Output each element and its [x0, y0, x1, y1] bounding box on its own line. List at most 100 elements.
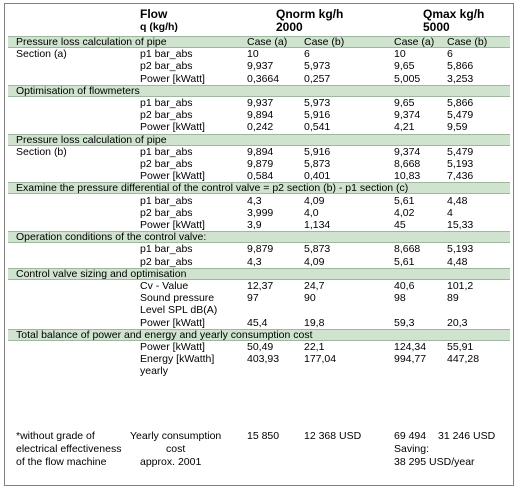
table-cell-value: 5,193	[447, 158, 474, 170]
footnote-line2: electrical effectiveness	[16, 443, 122, 455]
table-cell-value: 8,668	[394, 243, 421, 256]
table-cell-value: 3,999	[247, 206, 274, 219]
table-cell-value: 5,005	[394, 72, 421, 85]
table-cell-value: 5,61	[394, 194, 415, 207]
row-param-label: Power [kWatt]	[140, 341, 205, 353]
table-cell-value: 9,937	[247, 60, 274, 73]
section-title: Control valve sizing and optimisation	[16, 267, 187, 280]
section-band	[8, 133, 510, 146]
table-cell-value: 5,479	[447, 145, 474, 158]
table-cell-value: 1,134	[304, 219, 331, 231]
qnorm-header: Qnorm kg/h	[276, 7, 344, 21]
yearly-cost-label-line3: approx. 2001	[140, 456, 202, 468]
qmax-cost-case-b: 31 246 USD	[438, 430, 496, 442]
row-param-label: p1 bar_abs	[140, 48, 193, 61]
table-cell-value: 0,541	[304, 121, 331, 134]
table-cell-value: 5,866	[447, 97, 474, 109]
section-title: Pressure loss calculation of pipe	[16, 36, 167, 48]
row-param-label: Power [kWatt]	[140, 316, 205, 329]
qmax-cost-case-a: 69 494	[394, 430, 427, 442]
table-cell-value: 5,479	[447, 109, 474, 122]
row-param-label: Energy [kWatth]	[140, 353, 215, 366]
qmax-value: 5000	[423, 20, 450, 34]
table-cell-value: 9,59	[447, 121, 468, 134]
table-cell-value: 9,65	[394, 97, 415, 109]
section-title: Pressure loss calculation of pipe	[16, 133, 167, 146]
row-param-label: p2 bar_abs	[140, 109, 193, 122]
table-cell-value: 10	[394, 48, 406, 61]
table-cell-value: 4,0	[304, 206, 319, 219]
table-cell-value: 5,873	[304, 243, 331, 256]
row-section-label: Section (a)	[16, 48, 67, 61]
table-cell-value: 59,3	[394, 316, 415, 329]
table-cell-value: 124,34	[394, 341, 427, 353]
section-title: Examine the pressure differential of the…	[16, 182, 409, 195]
row-param-label: p1 bar_abs	[140, 145, 193, 158]
table-cell-value: 20,3	[447, 316, 468, 329]
table-cell-value: 4,3	[247, 194, 262, 207]
table-cell-value: 90	[304, 292, 316, 305]
table-cell-value: 15,33	[447, 219, 474, 231]
table-cell-value: 45,4	[247, 316, 268, 329]
table-cell-value: 3,9	[247, 219, 262, 231]
table-cell-value: 4,48	[447, 194, 468, 207]
case-header: Case (b)	[447, 36, 488, 48]
table-cell-value: 5,61	[394, 255, 415, 268]
case-header: Case (a)	[247, 36, 288, 48]
case-header: Case (b)	[304, 36, 345, 48]
yearly-cost-label-line2: cost	[166, 443, 186, 455]
section-band	[8, 231, 510, 244]
table-cell-value: 89	[447, 292, 459, 305]
saving-value: 38 295 USD/year	[394, 456, 475, 468]
row-section-label: Section (b)	[16, 145, 67, 158]
table-cell-value: 9,374	[394, 109, 421, 122]
case-header: Case (a)	[394, 36, 435, 48]
row-param-label: p1 bar_abs	[140, 97, 193, 109]
table-cell-value: 0,584	[247, 170, 274, 183]
row-param-label: Power [kWatt]	[140, 72, 205, 85]
row-param-label: p1 bar_abs	[140, 243, 193, 256]
table-cell-value: 4	[447, 206, 453, 219]
table-cell-value: 9,879	[247, 158, 274, 170]
table-cell-value: 4,3	[247, 255, 262, 268]
section-band	[8, 328, 510, 341]
row-param-label: p2 bar_abs	[140, 206, 193, 219]
section-band	[8, 182, 510, 195]
table-cell-value: 447,28	[447, 353, 480, 366]
table-cell-value: 4,09	[304, 255, 325, 268]
flow-header: Flow	[140, 7, 168, 21]
row-param-label: Power [kWatt]	[140, 121, 205, 134]
table-cell-value: 4,21	[394, 121, 415, 134]
table-cell-value: 4,48	[447, 255, 468, 268]
table-cell-value: 40,6	[394, 280, 415, 292]
row-param-label: Level SPL dB(A)	[140, 304, 218, 317]
qmax-header: Qmax kg/h	[423, 7, 485, 21]
table-cell-value: 0,3664	[247, 72, 280, 85]
row-param-label: p2 bar_abs	[140, 60, 193, 73]
section-band	[8, 84, 510, 97]
row-param-label: Power [kWatt]	[140, 219, 205, 231]
table-cell-value: 5,916	[304, 109, 331, 122]
table-cell-value: 9,894	[247, 109, 274, 122]
table-cell-value: 6	[447, 48, 453, 61]
table-cell-value: 3,253	[447, 72, 474, 85]
table-cell-value: 0,257	[304, 72, 331, 85]
table-cell-value: 9,879	[247, 243, 274, 256]
footnote-line1: *without grade of	[16, 430, 95, 442]
table-cell-value: 12,37	[247, 280, 274, 292]
table-cell-value: 9,937	[247, 97, 274, 109]
table-cell-value: 5,973	[304, 97, 331, 109]
footnote-line3: of the flow machine	[16, 456, 107, 468]
table-cell-value: 9,65	[394, 60, 415, 73]
table-cell-value: 50,49	[247, 341, 274, 353]
calculation-sheet	[4, 3, 514, 486]
table-cell-value: 5,916	[304, 145, 331, 158]
table-cell-value: 6	[304, 48, 310, 61]
table-cell-value: 97	[247, 292, 259, 305]
flow-unit-header: q (kg/h)	[140, 21, 178, 33]
section-title: Optimisation of flowmeters	[16, 84, 140, 97]
table-cell-value: 403,93	[247, 353, 280, 366]
table-cell-value: 5,873	[304, 158, 331, 170]
table-cell-value: 98	[394, 292, 406, 305]
row-param-label: Power [kWatt]	[140, 170, 205, 183]
